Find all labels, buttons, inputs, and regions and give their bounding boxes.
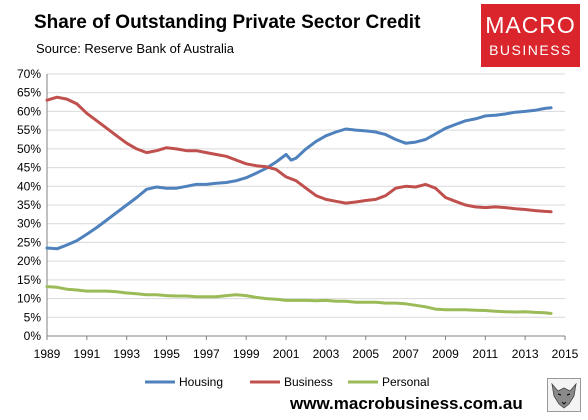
y-tick-label: 20% [17,254,41,268]
y-tick-label: 55% [17,123,41,137]
logo-line-1: MACRO [485,12,576,38]
y-tick-label: 45% [17,161,41,175]
x-tick-label: 1995 [153,347,180,361]
logo-line-2: BUSINESS [489,42,572,58]
y-tick-label: 60% [17,104,41,118]
x-tick-label: 2013 [512,347,539,361]
x-tick-label: 1991 [73,347,100,361]
y-tick-label: 70% [17,67,41,81]
series-line-business [45,95,553,214]
x-tick-label: 2005 [352,347,379,361]
x-tick-labels: 1989 1991 1993 1995 1997 1999 2001 2003 2005 2007… [34,347,579,361]
y-tick-label: 25% [17,235,41,249]
y-tick-label: 5% [24,310,42,324]
y-tick-label: 35% [17,198,41,212]
x-tick-label: 1997 [193,347,220,361]
legend-label-business: Business [284,375,333,389]
y-tick-label: 10% [17,292,41,306]
y-tick-label: 65% [17,86,41,100]
x-tick-label: 1993 [113,347,140,361]
x-tick-label: 1999 [233,347,260,361]
legend: Housing Business Personal [145,375,429,389]
y-tick-label: 0% [24,329,42,343]
y-tick-label: 15% [17,273,41,287]
footer-url: www.macrobusiness.com.au [290,394,523,413]
series-line-personal [45,285,553,315]
macrobusiness-logo: MACRO BUSINESS [481,4,580,67]
y-tick-label: 50% [17,142,41,156]
legend-label-housing: Housing [179,375,223,389]
x-tick-label: 2007 [392,347,419,361]
x-tick-label: 2001 [273,347,300,361]
legend-label-personal: Personal [382,375,429,389]
axes [46,74,566,340]
x-tick-label: 1989 [34,347,61,361]
y-tick-label: 30% [17,217,41,231]
x-tick-label: 2015 [552,347,579,361]
x-tick-label: 2011 [472,347,498,361]
series-line-housing [45,106,553,251]
x-tick-label: 2003 [313,347,340,361]
y-tick-label: 40% [17,179,41,193]
series-lines [45,95,553,315]
chart-title: Share of Outstanding Private Sector Cred… [34,12,421,33]
y-tick-labels: 0% 5% 10% 15% 20% 25% 30% 35% 40% 45% 50% 55% 60% 65%… [17,67,41,343]
chart-subtitle: Source: Reserve Bank of Australia [36,41,234,56]
x-tick-label: 2009 [432,347,459,361]
wolf-icon [547,378,581,412]
